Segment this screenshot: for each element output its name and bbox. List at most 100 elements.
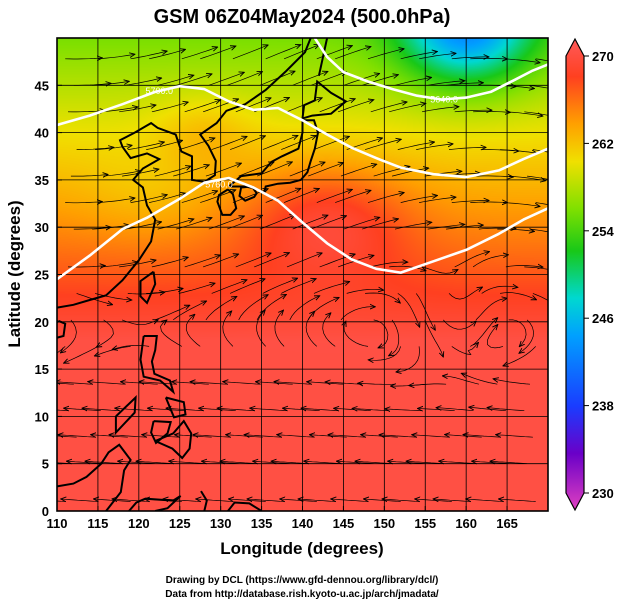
- streamline: [389, 265, 426, 270]
- streamline: [369, 346, 402, 360]
- streamline: [211, 137, 247, 150]
- streamline: [281, 279, 316, 294]
- streamline: [283, 45, 319, 60]
- streamline: [524, 111, 548, 116]
- streamline: [95, 145, 132, 150]
- coastline-segment: [139, 335, 176, 395]
- streamline: [181, 47, 217, 60]
- streamline: [466, 499, 504, 502]
- streamline: [283, 189, 319, 203]
- streamline: [389, 104, 425, 113]
- streamline: [151, 102, 188, 113]
- streamline: [500, 149, 537, 154]
- streamline: [487, 325, 504, 349]
- streamline: [100, 262, 138, 268]
- streamline: [353, 408, 390, 410]
- streamline: [524, 266, 548, 270]
- streamline: [454, 110, 492, 112]
- streamline: [208, 72, 244, 86]
- streamline: [235, 98, 271, 113]
- streamline: [292, 215, 328, 230]
- streamline: [222, 311, 234, 347]
- streamline: [149, 193, 185, 203]
- streamline: [205, 297, 237, 321]
- streamline: [157, 219, 194, 230]
- streamline: [181, 191, 217, 203]
- streamline: [370, 262, 408, 268]
- streamline: [172, 301, 206, 321]
- colorbar-body: [565, 37, 585, 512]
- geopotential-contours: 5760.0 5700.0 5640.0: [57, 38, 548, 281]
- streamline: [434, 499, 471, 502]
- contour-line: [57, 176, 548, 281]
- streamline: [154, 166, 191, 177]
- coastline-segment: [164, 396, 187, 419]
- x-tick-label: 160: [455, 516, 477, 531]
- streamline: [475, 298, 507, 321]
- y-tick-label: 30: [35, 220, 49, 235]
- streamline: [97, 198, 135, 203]
- streamline: [232, 45, 268, 60]
- streamline: [289, 296, 320, 321]
- streamline: [103, 171, 141, 177]
- streamline: [262, 278, 297, 294]
- streamline: [58, 435, 96, 438]
- streamline: [146, 141, 182, 150]
- streamline: [223, 382, 260, 385]
- streamline: [427, 224, 465, 230]
- x-tick-label: 140: [292, 516, 314, 531]
- streamline: [475, 176, 513, 177]
- streamline: [421, 107, 459, 113]
- coastline-segment: [57, 319, 67, 339]
- streamline: [259, 215, 295, 230]
- streamline: [500, 292, 536, 300]
- streamline: [130, 195, 167, 203]
- streamline: [502, 202, 540, 207]
- colorbar-tick-label: 230: [592, 486, 614, 501]
- streamline: [301, 408, 339, 411]
- streamline: [57, 409, 69, 412]
- colorbar: 230 238 246 254 262 270: [565, 37, 614, 512]
- streamline: [424, 319, 443, 357]
- streamline: [289, 162, 325, 177]
- x-tick-label: 155: [414, 516, 436, 531]
- contour-label: 5700.0: [146, 86, 174, 96]
- streamline: [178, 138, 215, 150]
- streamline: [470, 318, 497, 347]
- streamline: [238, 162, 274, 177]
- streamline: [446, 83, 483, 86]
- streamline: [100, 107, 138, 113]
- streamline: [97, 54, 135, 60]
- streamline: [154, 305, 190, 321]
- streamline: [157, 75, 194, 86]
- contour-label: 5760.0: [205, 179, 233, 189]
- streamline: [382, 499, 420, 502]
- streamline: [92, 225, 129, 230]
- streamline: [502, 58, 540, 63]
- colorbar-ticks: 230 238 246 254 262 270: [584, 49, 614, 501]
- streamline: [65, 58, 102, 59]
- streamline: [505, 266, 543, 268]
- contour-line: [57, 84, 548, 179]
- contour-label: 5640.0: [430, 94, 458, 104]
- streamline: [358, 383, 396, 384]
- x-tick-label: 130: [210, 516, 232, 531]
- streamline: [439, 461, 477, 464]
- streamline: [335, 47, 370, 60]
- x-tick-label: 120: [128, 516, 150, 531]
- streamline: [274, 310, 285, 347]
- y-tick-label: 45: [35, 78, 49, 93]
- streamline: [211, 280, 247, 294]
- streamline: [364, 139, 401, 150]
- streamline: [380, 435, 417, 437]
- streamline: [64, 346, 99, 363]
- x-tick-label: 145: [333, 516, 355, 531]
- coastline-segment: [301, 79, 348, 120]
- y-axis-label: Latitude (degrees): [5, 200, 24, 347]
- credit-data: Data from http://database.rish.kyoto-u.a…: [165, 589, 439, 600]
- coastline-segment: [128, 495, 182, 511]
- streamline: [389, 319, 400, 356]
- streamline: [443, 376, 479, 385]
- plot-area: 5760.0 5700.0 5640.0: [56, 37, 549, 512]
